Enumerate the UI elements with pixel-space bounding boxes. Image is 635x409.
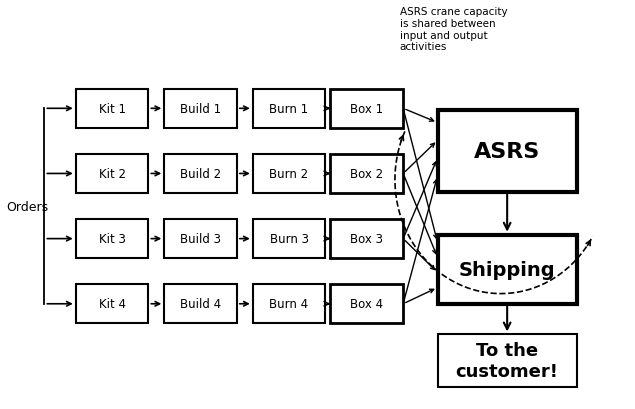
Bar [438,335,577,387]
Text: Kit 2: Kit 2 [98,168,126,180]
Bar [330,285,403,324]
Text: Burn 3: Burn 3 [269,233,309,245]
Text: Box 4: Box 4 [351,297,384,310]
Text: ASRS: ASRS [474,142,540,162]
Text: Build 3: Build 3 [180,233,221,245]
Bar [330,220,403,258]
Text: Kit 4: Kit 4 [98,297,126,310]
Text: Build 2: Build 2 [180,168,221,180]
Bar [76,285,149,324]
Bar [438,235,577,304]
Text: Build 1: Build 1 [180,103,221,115]
Text: Burn 1: Burn 1 [269,103,309,115]
Bar [253,285,325,324]
Text: To the
customer!: To the customer! [456,342,559,380]
Bar [330,90,403,128]
Bar [76,220,149,258]
Bar [164,285,237,324]
Bar [76,90,149,128]
Bar [253,220,325,258]
Bar [164,220,237,258]
Text: Shipping: Shipping [459,260,556,279]
Text: Build 4: Build 4 [180,297,221,310]
Text: Burn 4: Burn 4 [269,297,309,310]
Text: Kit 1: Kit 1 [98,103,126,115]
Bar [253,90,325,128]
Text: Burn 2: Burn 2 [269,168,309,180]
Bar [253,155,325,193]
Text: Orders: Orders [6,200,48,213]
Bar [164,90,237,128]
Text: Box 2: Box 2 [351,168,384,180]
Bar [438,111,577,192]
Text: Kit 3: Kit 3 [98,233,126,245]
Bar [76,155,149,193]
Text: Box 1: Box 1 [351,103,384,115]
Text: ASRS crane capacity
is shared between
input and output
activities: ASRS crane capacity is shared between in… [399,7,507,52]
Bar [164,155,237,193]
Bar [330,155,403,193]
Text: Box 3: Box 3 [351,233,384,245]
